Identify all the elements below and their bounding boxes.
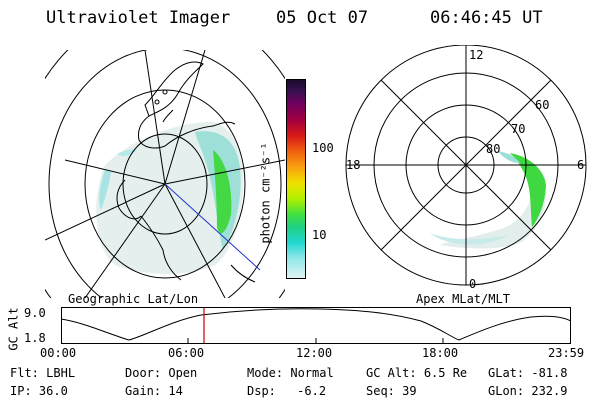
mlt-label-18: 18 <box>346 158 360 172</box>
altitude-plot <box>61 307 571 344</box>
apex-polar-plot: 12 18 6 0 60 70 80 <box>345 45 587 290</box>
status-ip: IP: 36.0 <box>10 384 68 398</box>
status-mode: Mode: Normal <box>247 366 334 380</box>
mlt-label-12: 12 <box>469 48 483 62</box>
polar-grid <box>345 45 587 286</box>
geo-panel-label: Geographic Lat/Lon <box>68 292 199 306</box>
apex-panel-label: Apex MLat/MLT <box>416 292 510 306</box>
alt-xtick-1: 06:00 <box>168 346 205 360</box>
mlt-label-0: 0 <box>469 277 476 290</box>
alt-ytick-max: 9.0 <box>24 306 46 320</box>
status-door: Door: Open <box>125 366 198 380</box>
coastlines <box>116 61 256 283</box>
alt-xtick-4: 23:59 <box>548 346 585 360</box>
terminator-line <box>164 183 261 271</box>
status-glon: GLon: 232.9 <box>488 384 568 398</box>
instrument-title: Ultraviolet Imager <box>46 8 231 28</box>
colorbar-unit-label: photon cm⁻²s⁻¹ <box>258 142 273 244</box>
lat-label-60: 60 <box>535 98 549 112</box>
alt-xtick-0: 00:00 <box>40 346 77 360</box>
geo-grid <box>45 50 285 298</box>
colorbar-tick-100: 100 <box>312 141 334 155</box>
alt-xticks <box>187 338 444 344</box>
alt-xtick-2: 12:00 <box>296 346 333 360</box>
status-gain: Gain: 14 <box>125 384 183 398</box>
date-label: 05 Oct 07 <box>276 8 369 28</box>
alt-plot-ylabel: GC Alt <box>6 307 21 351</box>
alt-xtick-3: 18:00 <box>422 346 459 360</box>
colorbar-tick-10: 10 <box>312 228 327 242</box>
time-label: 06:46:45 UT <box>430 8 543 28</box>
status-dsp: Dsp: -6.2 <box>247 384 327 398</box>
aurora-emission-polar <box>430 150 547 249</box>
altitude-curve <box>61 308 571 341</box>
mlt-label-6: 6 <box>577 158 584 172</box>
status-seq: Seq: 39 <box>366 384 417 398</box>
status-filter: Flt: LBHL <box>10 366 76 380</box>
lat-label-70: 70 <box>511 122 525 136</box>
aurora-emission-geo <box>96 121 244 275</box>
alt-ytick-min: 1.8 <box>24 331 46 345</box>
geographic-image <box>45 50 285 298</box>
lat-label-80: 80 <box>486 142 500 156</box>
status-glat: GLat: -81.8 <box>488 366 568 380</box>
status-gc-alt: GC Alt: 6.5 Re <box>366 366 468 380</box>
colorbar <box>286 79 306 279</box>
